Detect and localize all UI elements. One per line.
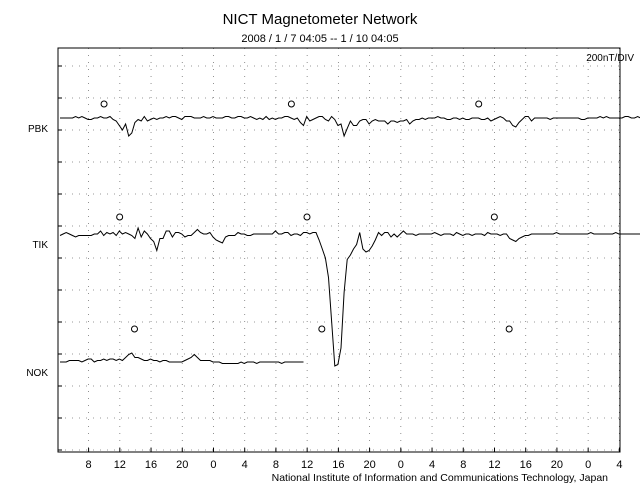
x-tick-label: 8: [460, 459, 466, 471]
marker-tik: [303, 213, 311, 221]
x-tick-label: 4: [616, 459, 622, 471]
x-tick-label: 0: [210, 459, 216, 471]
marker-group: [100, 100, 513, 333]
marker-pbk: [100, 100, 108, 108]
station-label-pbk: PBK: [28, 124, 48, 135]
series-line-tik: [59, 226, 640, 367]
x-tick-label: 20: [551, 459, 563, 471]
series-line-nok: [60, 352, 304, 365]
x-tick-label: 12: [301, 459, 313, 471]
station-label-tik: TIK: [32, 240, 48, 251]
x-tick-label: 4: [242, 459, 248, 471]
scale-label: 200nT/DIV: [586, 53, 634, 64]
station-label-nok: NOK: [26, 368, 48, 379]
chart-subtitle: 2008 / 1 / 7 04:05 -- 1 / 10 04:05: [241, 33, 399, 45]
x-tick-label: 0: [585, 459, 591, 471]
x-tick-label: 16: [520, 459, 532, 471]
x-tick-label: 20: [176, 459, 188, 471]
x-axis: 8 12 16 20 0 4 8 12 16 20 0 4 8 12 16 20 0 4: [86, 448, 622, 471]
x-tick-label: 0: [398, 459, 404, 471]
x-tick-label: 8: [273, 459, 279, 471]
chart-title: NICT Magnetometer Network: [222, 11, 418, 28]
marker-tik: [116, 213, 124, 221]
series-group: [59, 115, 640, 367]
credit-text: National Institute of Information and Co…: [271, 472, 608, 484]
x-tick-label: 12: [488, 459, 500, 471]
x-tick-label: 20: [363, 459, 375, 471]
x-tick-label: 8: [86, 459, 92, 471]
marker-pbk: [287, 100, 295, 108]
plot-frame: [57, 47, 621, 453]
marker-pbk: [475, 100, 483, 108]
marker-nok: [505, 325, 513, 333]
grid: [58, 48, 620, 452]
marker-tik: [490, 213, 498, 221]
x-tick-label: 4: [429, 459, 435, 471]
series-line-pbk: [60, 115, 640, 138]
marker-nok: [318, 325, 326, 333]
x-tick-label: 16: [145, 459, 157, 471]
marker-nok: [130, 325, 138, 333]
station-labels: PBK TIK NOK: [26, 124, 48, 379]
x-tick-label: 12: [114, 459, 126, 471]
x-tick-label: 16: [332, 459, 344, 471]
